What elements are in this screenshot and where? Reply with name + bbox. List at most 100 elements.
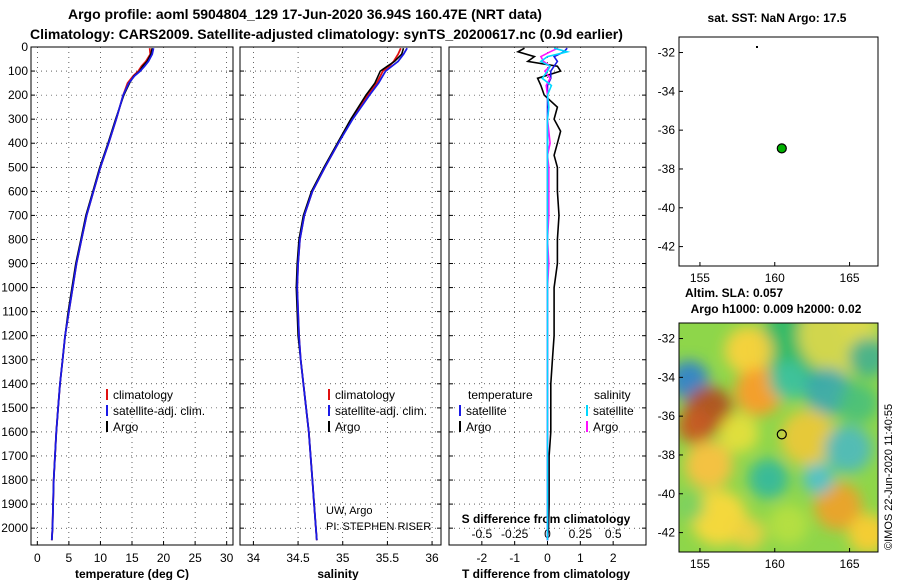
sst-lat-tick-label: -32 — [658, 46, 676, 60]
difference-panel: -2 -1 0 1 2-0.5 -0.25 0 0.25 0.5S difference fro… — [448, 46, 647, 580]
sal-legend-swatch — [328, 405, 330, 416]
sal-legend-swatch — [328, 389, 330, 400]
diff-temp-argo-line — [515, 47, 562, 541]
sla-anomaly-blob — [780, 409, 837, 466]
diff-s-tick-label: 0.5 — [605, 527, 622, 541]
sst-map-panel: sat. SST: NaN Argo: 17.5 -32 -34 -36 -38 -40 -… — [658, 11, 879, 285]
sla-anomaly-blob — [718, 413, 759, 453]
sla-lon-tick-label: 160 — [765, 557, 785, 571]
sal-satellite-line — [296, 47, 408, 541]
sla-anomaly-blob — [848, 337, 878, 378]
sal-xtick-label: 34.5 — [286, 551, 310, 565]
diff-t-tick-label: -2 — [476, 551, 487, 565]
depth-tick-label: 1200 — [1, 329, 28, 343]
depth-tick-label: 1100 — [2, 305, 28, 319]
depth-tick-label: 1400 — [1, 377, 28, 391]
sla-watermark: ©IMOS 22-Jun-2020 11:40:55 — [883, 404, 895, 550]
temp-legend-swatch — [106, 421, 108, 432]
depth-tick-label: 400 — [8, 136, 28, 150]
diff-sal-legend-swatch — [586, 421, 588, 432]
sla-anomaly-blob — [748, 458, 789, 499]
temp-satellite-line — [50, 48, 155, 541]
sla-anomaly-blob — [684, 441, 733, 489]
sla-profile-marker — [776, 429, 787, 440]
diff-sal-legend-label: Argo — [593, 420, 619, 434]
depth-tick-label: 1500 — [1, 401, 28, 415]
temp-xtick-label: 0 — [34, 551, 41, 565]
sla-anomaly-blobs — [679, 323, 878, 552]
diff-xlabel-s: S difference from climatology — [462, 512, 631, 526]
temp-xtick-label: 20 — [157, 551, 171, 565]
sla-lon-tick-label: 155 — [690, 557, 710, 571]
depth-tick-label: 200 — [8, 88, 28, 102]
diff-temp-legend-label: Argo — [466, 420, 492, 434]
depth-tick-label: 500 — [8, 160, 28, 174]
sal-legend-swatch — [328, 421, 330, 432]
sla-lat-tick-label: -38 — [658, 448, 676, 462]
sal-legend-label: Argo — [335, 420, 361, 434]
sal-xtick-label: 36 — [425, 551, 439, 565]
depth-tick-label: 2000 — [1, 521, 28, 535]
sst-lat-tick-label: -34 — [658, 84, 676, 98]
sal-legend-label: satellite-adj. clim. — [335, 404, 427, 418]
diff-t-tick-label: -1 — [509, 551, 520, 565]
depth-tick-label: 0 — [21, 40, 28, 54]
sla-anomaly-blob — [824, 425, 873, 473]
figure-title-line1: Argo profile: aoml 5904804_129 17-Jun-20… — [68, 6, 542, 22]
sst-profile-marker — [776, 143, 787, 154]
sla-lat-tick-label: -36 — [658, 409, 676, 423]
sla-anomaly-blob — [732, 517, 765, 550]
diff-sal-legend-swatch — [586, 405, 588, 416]
sla-anomaly-blob — [679, 490, 705, 523]
sla-lat-tick-label: -40 — [658, 487, 676, 501]
diff-legend-temp-header: temperature — [468, 388, 533, 402]
sla-field — [679, 323, 878, 552]
sal-xtick-label: 34 — [247, 551, 261, 565]
sla-anomaly-blob — [848, 513, 878, 552]
temp-legend-label: Argo — [113, 420, 139, 434]
depth-tick-label: 1800 — [1, 473, 28, 487]
diff-temp-legend-swatch — [459, 405, 461, 416]
temp-xtick-label: 5 — [66, 551, 73, 565]
sla-lat-tick-label: -42 — [658, 526, 676, 540]
sst-map-title: sat. SST: NaN Argo: 17.5 — [708, 11, 847, 25]
depth-tick-label: 900 — [8, 257, 28, 271]
diff-s-tick-label: -0.25 — [501, 527, 529, 541]
sal-credit-line2: PI: STEPHEN RISER — [326, 521, 431, 533]
depth-tick-label: 1700 — [1, 449, 28, 463]
sla-map-frame — [678, 322, 879, 553]
sal-xtick-label: 35.5 — [376, 551, 400, 565]
sla-anomaly-blob — [724, 326, 773, 375]
sst-lat-tick-label: -38 — [658, 162, 676, 176]
temp-argo-line — [51, 48, 153, 541]
temp-xtick-label: 25 — [188, 551, 202, 565]
diff-sal-satellite-line — [539, 47, 571, 541]
sla-anomaly-blob — [814, 482, 863, 531]
depth-tick-label: 300 — [8, 112, 28, 126]
sla-map-panel: Altim. SLA: 0.057 Argo h1000: 0.009 h2000… — [658, 286, 895, 571]
temp-legend-label: climatology — [113, 388, 173, 402]
depth-tick-label: 1300 — [1, 353, 28, 367]
sal-credit-line1: UW, Argo — [326, 505, 372, 517]
sal-xlabel: salinity — [317, 567, 359, 580]
depth-tick-label: 1900 — [1, 497, 28, 511]
sal-xtick-label: 35 — [336, 551, 350, 565]
sla-lat-tick-label: -32 — [658, 332, 676, 346]
diff-t-tick-label: 2 — [610, 551, 617, 565]
sla-anomaly-blob — [679, 408, 713, 444]
diff-t-tick-label: 1 — [577, 551, 584, 565]
depth-tick-label: 1600 — [1, 425, 28, 439]
sla-title-line2: Argo h1000: 0.009 h2000: 0.02 — [691, 302, 862, 316]
figure-title-line2: Climatology: CARS2009. Satellite-adjuste… — [30, 26, 623, 42]
sst-lon-tick-label: 160 — [765, 271, 785, 285]
temp-xtick-label: 10 — [94, 551, 108, 565]
sal-legend-label: climatology — [335, 388, 395, 402]
sst-lat-tick-label: -36 — [658, 123, 676, 137]
depth-tick-label: 100 — [8, 64, 28, 78]
sla-anomaly-blob — [802, 462, 835, 495]
depth-tick-label: 1000 — [1, 281, 28, 295]
temp-xtick-label: 15 — [125, 551, 139, 565]
temp-legend-swatch — [106, 389, 108, 400]
sla-anomaly-blob — [768, 504, 809, 545]
